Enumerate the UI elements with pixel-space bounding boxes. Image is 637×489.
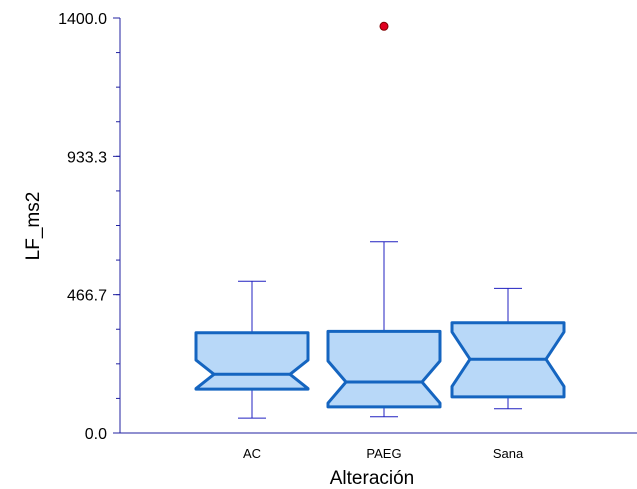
box-body bbox=[194, 331, 310, 391]
box-paeg bbox=[326, 21, 442, 418]
y-tick-label: 0.0 bbox=[85, 426, 107, 443]
labels: 0.0 466.7 933.3 1400.0 AC PAEG Sana bbox=[58, 11, 524, 461]
x-axis-title: Alteración bbox=[330, 468, 415, 489]
y-tick-label: 1400.0 bbox=[58, 11, 107, 28]
axes bbox=[113, 17, 637, 434]
y-axis-title: LF_ms2 bbox=[23, 192, 44, 261]
y-tick-label: 933.3 bbox=[67, 149, 107, 166]
box-ac bbox=[194, 280, 310, 419]
outlier-point bbox=[379, 21, 389, 31]
box-sana bbox=[450, 287, 566, 410]
y-tick-label: 466.7 bbox=[67, 288, 107, 305]
boxes bbox=[194, 21, 566, 419]
x-tick-label: Sana bbox=[493, 446, 524, 461]
box-body bbox=[326, 329, 442, 409]
x-tick-label: AC bbox=[243, 446, 261, 461]
x-tick-label: PAEG bbox=[366, 446, 401, 461]
